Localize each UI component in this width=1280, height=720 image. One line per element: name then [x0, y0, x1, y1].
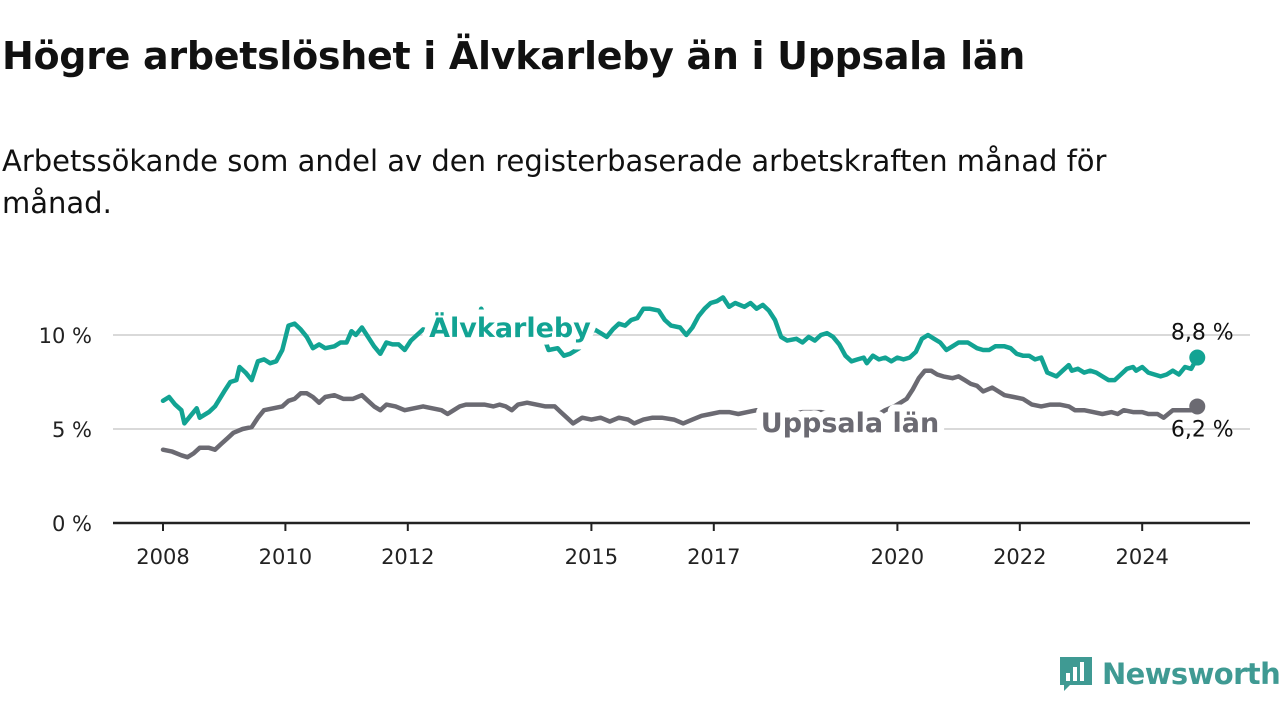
series-end-point [1189, 349, 1206, 366]
gridlines [113, 334, 1250, 525]
y-tick-label: 5 % [52, 418, 92, 442]
series-end-point [1189, 398, 1206, 415]
x-tick-label: 2022 [993, 545, 1046, 569]
x-tick-label: 2010 [259, 545, 312, 569]
series-name-halo: Älvkarleby [429, 312, 591, 344]
x-tick-label: 2024 [1115, 545, 1168, 569]
series-name-label: Älvkarleby [429, 312, 591, 344]
brand-name: Newsworthy [1102, 657, 1280, 691]
chart-subtitle: Arbetssökande som andel av den registerb… [2, 144, 1107, 220]
series-name-label: Uppsala län [761, 408, 939, 439]
series-lines [160, 295, 1206, 460]
series-line-alvkarleby [160, 295, 1200, 426]
axis-ticks: 0 % 5 % 10 % 2008 2010 2012 2015 2017 2020 2022 20… [39, 324, 1169, 569]
series-line-uppsala-lan [160, 368, 1200, 460]
x-tick-label: 2008 [136, 545, 189, 569]
series-end-label: 6,2 % [1171, 417, 1234, 442]
series-end-label: 8,8 % [1171, 321, 1234, 346]
y-tick-label: 10 % [39, 324, 92, 348]
brand: Newsworthy [1058, 655, 1280, 693]
y-tick-label: 0 % [52, 512, 92, 536]
series-name-halo: Uppsala län [761, 408, 939, 439]
x-tick-label: 2012 [381, 545, 434, 569]
x-tick-label: 2017 [687, 545, 740, 569]
chart-title: Högre arbetslöshet i Älvkarleby än i Upp… [2, 34, 1025, 78]
x-tick-label: 2015 [565, 545, 618, 569]
newsworthy-logo-icon [1060, 657, 1092, 691]
x-tick-label: 2020 [871, 545, 924, 569]
